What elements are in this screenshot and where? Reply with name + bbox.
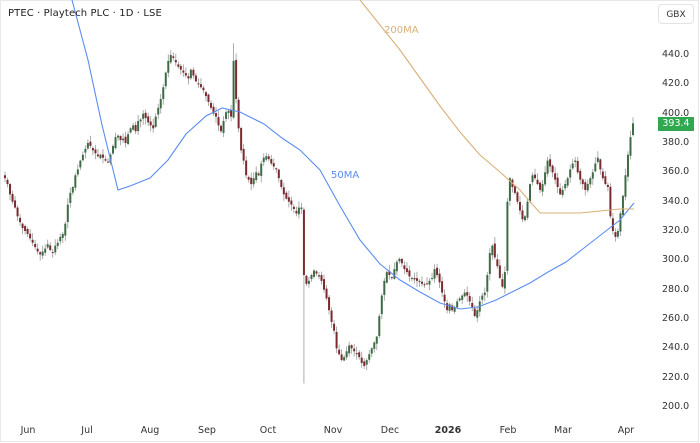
- ma50-line[interactable]: [71, 0, 635, 310]
- time-tick: Jun: [20, 425, 36, 436]
- price-tick: 220.0: [662, 371, 690, 383]
- chart-title: PTEC · Playtech PLC · 1D · LSE: [8, 8, 162, 19]
- time-tick: Mar: [554, 425, 572, 436]
- price-tick: 260.0: [662, 313, 690, 324]
- price-tick: 440.0: [662, 49, 690, 60]
- price-tick: 420.0: [662, 78, 690, 90]
- time-tick: Nov: [323, 425, 343, 436]
- time-tick: Aug: [140, 425, 160, 436]
- price-tick: 380.0: [662, 137, 690, 148]
- time-tick: 2026: [434, 425, 462, 436]
- price-tick: 320.0: [662, 225, 690, 236]
- ma200-line[interactable]: [359, 0, 634, 214]
- candles: [4, 43, 634, 384]
- price-tick: 360.0: [662, 166, 690, 178]
- time-tick: Oct: [259, 425, 277, 436]
- ma50-label: 50MA: [331, 170, 359, 181]
- price-tick: 300.0: [662, 254, 690, 266]
- price-tick: 240.0: [662, 342, 690, 354]
- last-price-badge: 393.4: [658, 117, 694, 131]
- time-tick: Dec: [380, 425, 400, 436]
- price-tick: 280.0: [662, 283, 690, 295]
- time-tick: Sep: [198, 425, 216, 436]
- time-tick: Apr: [617, 425, 635, 436]
- price-tick: 340.0: [662, 195, 690, 207]
- currency-button[interactable]: GBX: [658, 4, 694, 24]
- price-tick: 200.0: [662, 401, 690, 412]
- ma200-label: 200MA: [384, 25, 419, 36]
- time-tick: Feb: [499, 425, 517, 436]
- time-tick: Jul: [81, 425, 93, 436]
- price-tick: 400.0: [662, 107, 690, 119]
